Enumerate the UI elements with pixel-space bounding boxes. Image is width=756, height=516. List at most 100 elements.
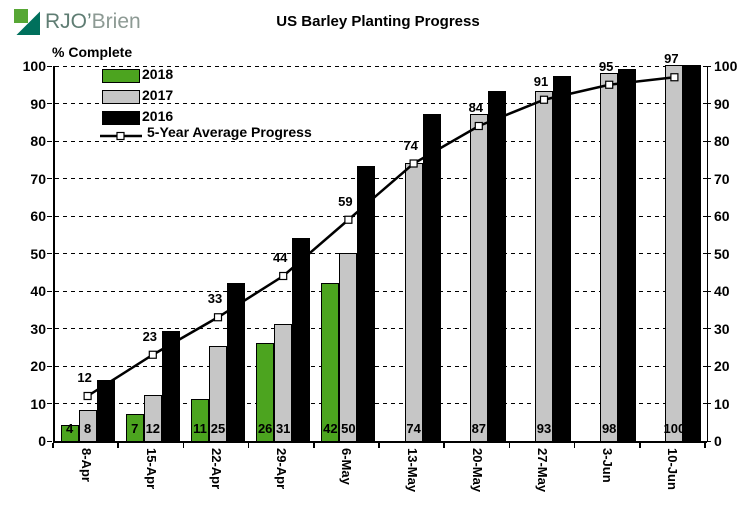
x-axis-label-15-Apr: 15-Apr bbox=[143, 448, 159, 490]
y-axis-label-right-0: 0 bbox=[714, 433, 722, 449]
line-value-label-20-May: 84 bbox=[468, 100, 484, 115]
bar-2017-13-May bbox=[404, 162, 423, 441]
y-axis-tick-left bbox=[47, 65, 52, 67]
y-axis-label-right-90: 90 bbox=[714, 95, 730, 112]
bar-value-label-2017-22-Apr: 25 bbox=[210, 421, 226, 436]
y-axis-tick-right bbox=[706, 440, 711, 442]
y-axis-label-left-60: 60 bbox=[30, 208, 46, 224]
bar-2016-3-Jun bbox=[618, 68, 637, 441]
y-axis-tick-left bbox=[47, 215, 52, 217]
x-axis-tick bbox=[639, 443, 641, 448]
plot-area: 4 7 11 26 42 8 12 25 31 50 74 87 93 98 100 12 23 33 44 59 74… bbox=[53, 51, 708, 443]
y-axis-label-right-10: 10 bbox=[714, 395, 730, 412]
y-axis-label-right-20: 20 bbox=[714, 358, 730, 374]
bar-2016-13-May bbox=[422, 113, 441, 441]
y-axis-tick-right bbox=[706, 253, 711, 254]
bar-2016-8-Apr bbox=[96, 380, 115, 441]
line-value-label-29-Apr: 44 bbox=[272, 250, 288, 265]
y-axis-tick-left bbox=[47, 440, 52, 442]
y-axis-title: % Complete bbox=[52, 44, 133, 60]
bar-2016-22-Apr bbox=[227, 282, 245, 441]
x-axis-label-29-Apr: 29-Apr bbox=[274, 448, 290, 490]
y-axis-label-left-90: 90 bbox=[30, 95, 46, 112]
x-axis-tick bbox=[508, 443, 511, 448]
x-axis-tick bbox=[313, 443, 315, 448]
y-axis-label-left-10: 10 bbox=[30, 395, 46, 412]
y-axis-tick-left bbox=[47, 403, 52, 404]
y-axis-label-left-40: 40 bbox=[30, 283, 46, 299]
line-value-label-27-May: 91 bbox=[533, 73, 549, 89]
bar-2018-6-May bbox=[321, 282, 340, 441]
y-axis-label-left-30: 30 bbox=[30, 320, 46, 337]
y-axis-label-left-100: 100 bbox=[22, 58, 46, 74]
bar-value-label-2017-15-Apr: 12 bbox=[145, 421, 161, 436]
y-axis-label-right-60: 60 bbox=[714, 208, 730, 224]
x-axis-tick bbox=[443, 443, 445, 448]
y-axis-tick-left bbox=[47, 365, 52, 367]
x-axis-tick bbox=[247, 443, 250, 448]
y-axis-label-left-80: 80 bbox=[30, 133, 46, 149]
y-axis-tick-left bbox=[47, 290, 52, 292]
y-axis-label-right-100: 100 bbox=[714, 58, 738, 74]
line-marker-8-Apr bbox=[83, 391, 92, 401]
x-axis-label-6-May: 6-May bbox=[339, 448, 355, 485]
y-axis-tick-right bbox=[706, 328, 711, 329]
x-axis-label-8-Apr: 8-Apr bbox=[78, 448, 94, 482]
bar-2017-6-May bbox=[339, 252, 358, 441]
line-value-label-8-Apr: 12 bbox=[77, 370, 92, 385]
bar-2016-10-Jun bbox=[683, 65, 702, 441]
y-axis-tick-left bbox=[47, 253, 52, 254]
chart-title: US Barley Planting Progress bbox=[276, 13, 480, 30]
bar-value-label-2018-15-Apr: 7 bbox=[131, 421, 139, 436]
x-axis-tick bbox=[117, 443, 119, 448]
y-axis-tick-right bbox=[706, 140, 711, 142]
line-marker-6-May bbox=[344, 215, 353, 224]
bar-2017-27-May bbox=[535, 91, 553, 441]
bar-2017-20-May bbox=[469, 113, 488, 441]
bar-value-label-2018-6-May: 42 bbox=[323, 421, 338, 436]
x-axis-label-27-May: 27-May bbox=[535, 448, 550, 493]
y-axis-tick-right bbox=[706, 178, 711, 179]
bar-2018-15-Apr bbox=[125, 413, 144, 441]
line-value-label-10-Jun: 97 bbox=[664, 51, 679, 67]
y-axis-tick-right bbox=[706, 65, 711, 67]
y-axis-tick-right bbox=[706, 103, 711, 104]
y-axis-label-left-50: 50 bbox=[30, 245, 46, 262]
y-axis-tick-right bbox=[706, 290, 711, 292]
bar-value-label-2017-20-May: 87 bbox=[471, 421, 487, 436]
bar-2016-20-May bbox=[487, 91, 506, 441]
x-axis-tick bbox=[573, 443, 576, 448]
x-axis-label-13-May: 13-May bbox=[404, 448, 420, 493]
line-value-label-13-May: 74 bbox=[403, 137, 418, 153]
y-axis-tick-right bbox=[706, 215, 711, 217]
y-axis-tick-left bbox=[47, 140, 52, 142]
y-axis-tick-right bbox=[706, 403, 711, 404]
y-axis-label-right-40: 40 bbox=[714, 283, 730, 299]
line-value-label-22-Apr: 33 bbox=[207, 291, 223, 307]
line-marker-22-Apr bbox=[213, 313, 223, 322]
bar-2016-29-Apr bbox=[292, 237, 311, 441]
bar-value-label-2018-29-Apr: 26 bbox=[257, 421, 273, 436]
bar-value-label-2018-22-Apr: 11 bbox=[193, 421, 207, 436]
y-axis-tick-left bbox=[47, 178, 52, 179]
bar-value-label-2017-6-May: 50 bbox=[341, 421, 356, 436]
line-value-label-15-Apr: 23 bbox=[142, 328, 158, 344]
rjobrien-logo-text: RJO’Brien bbox=[45, 10, 141, 33]
y-axis-tick-left bbox=[47, 328, 52, 329]
y-axis-label-right-70: 70 bbox=[714, 170, 730, 187]
x-axis-tick bbox=[378, 443, 380, 448]
bar-value-label-2017-29-Apr: 31 bbox=[275, 421, 291, 436]
line-value-label-6-May: 59 bbox=[338, 193, 353, 209]
y-axis-tick-left bbox=[47, 103, 52, 104]
x-axis-tick bbox=[704, 443, 706, 448]
rjobrien-logo: RJO’Brien bbox=[14, 9, 141, 35]
x-axis-label-10-Jun: 10-Jun bbox=[665, 448, 681, 490]
bar-2016-27-May bbox=[553, 76, 571, 441]
bar-value-label-2017-8-Apr: 8 bbox=[83, 421, 92, 436]
x-axis-tick bbox=[182, 443, 185, 448]
y-axis-label-left-70: 70 bbox=[30, 170, 46, 187]
x-axis-tick bbox=[52, 443, 54, 448]
bar-value-label-2017-13-May: 74 bbox=[406, 421, 421, 436]
line-value-label-3-Jun: 95 bbox=[598, 58, 614, 74]
bar-2018-8-Apr bbox=[60, 425, 79, 441]
